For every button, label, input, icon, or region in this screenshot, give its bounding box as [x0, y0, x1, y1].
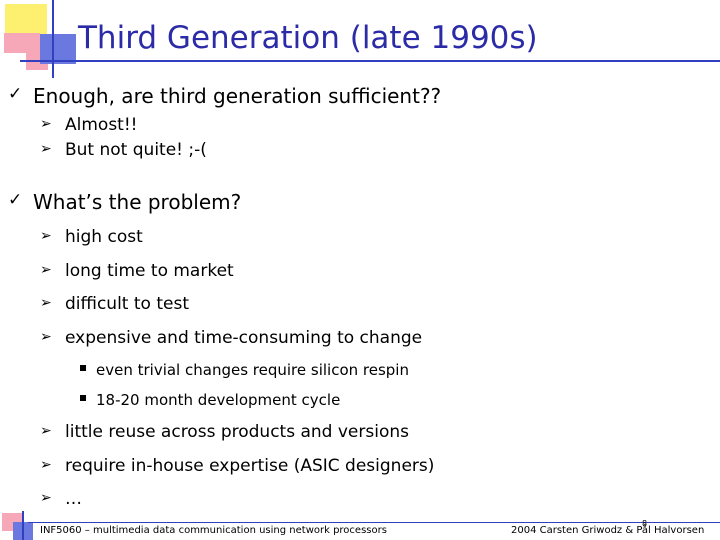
arrow-bullet-icon: ➢ [40, 423, 52, 439]
arrow-bullet-icon: ➢ [40, 141, 52, 157]
arrow-bullet-icon: ➢ [40, 490, 52, 506]
checkmark-icon: ✓ [8, 190, 23, 210]
title-underline [20, 60, 720, 62]
arrow-bullet-icon: ➢ [40, 329, 52, 345]
checkmark-icon: ✓ [8, 84, 23, 104]
arrow-bullet-icon: ➢ [40, 295, 52, 311]
decor-vertical-line [52, 0, 54, 78]
bullet-text: even trivial changes require silicon res… [96, 361, 409, 379]
bullet-text: But not quite! ;-( [65, 140, 207, 160]
square-bullet-icon [80, 395, 86, 401]
bullet-text: long time to market [65, 261, 234, 281]
bullet-text: little reuse across products and version… [65, 422, 409, 442]
bullet-text: expensive and time-consuming to change [65, 328, 423, 348]
decor-pink-square [4, 33, 40, 53]
bullet-text: Enough, are third generation sufficient?… [33, 84, 442, 108]
bullet-text: difficult to test [65, 294, 189, 314]
square-bullet-icon [80, 365, 86, 371]
arrow-bullet-icon: ➢ [40, 116, 52, 132]
bullet-text: 18-20 month development cycle [96, 391, 341, 409]
footer-course-title: INF5060 – multimedia data communication … [40, 525, 387, 536]
slide-title: Third Generation (late 1990s) [78, 20, 538, 56]
bullet-text: Almost!! [65, 115, 138, 135]
page-number: 8 [642, 519, 648, 528]
decor-blue-square [40, 34, 76, 64]
footer-decor-vertical-line [22, 511, 24, 540]
bullet-text: … [65, 489, 82, 509]
bullet-text: high cost [65, 227, 143, 247]
arrow-bullet-icon: ➢ [40, 457, 52, 473]
bullet-text: require in-house expertise (ASIC designe… [65, 456, 435, 476]
arrow-bullet-icon: ➢ [40, 262, 52, 278]
bullet-text: What’s the problem? [33, 190, 242, 214]
footer-authors: 2004 Carsten Griwodz & Pål Halvorsen [511, 525, 705, 536]
footer-line [28, 522, 720, 523]
arrow-bullet-icon: ➢ [40, 228, 52, 244]
